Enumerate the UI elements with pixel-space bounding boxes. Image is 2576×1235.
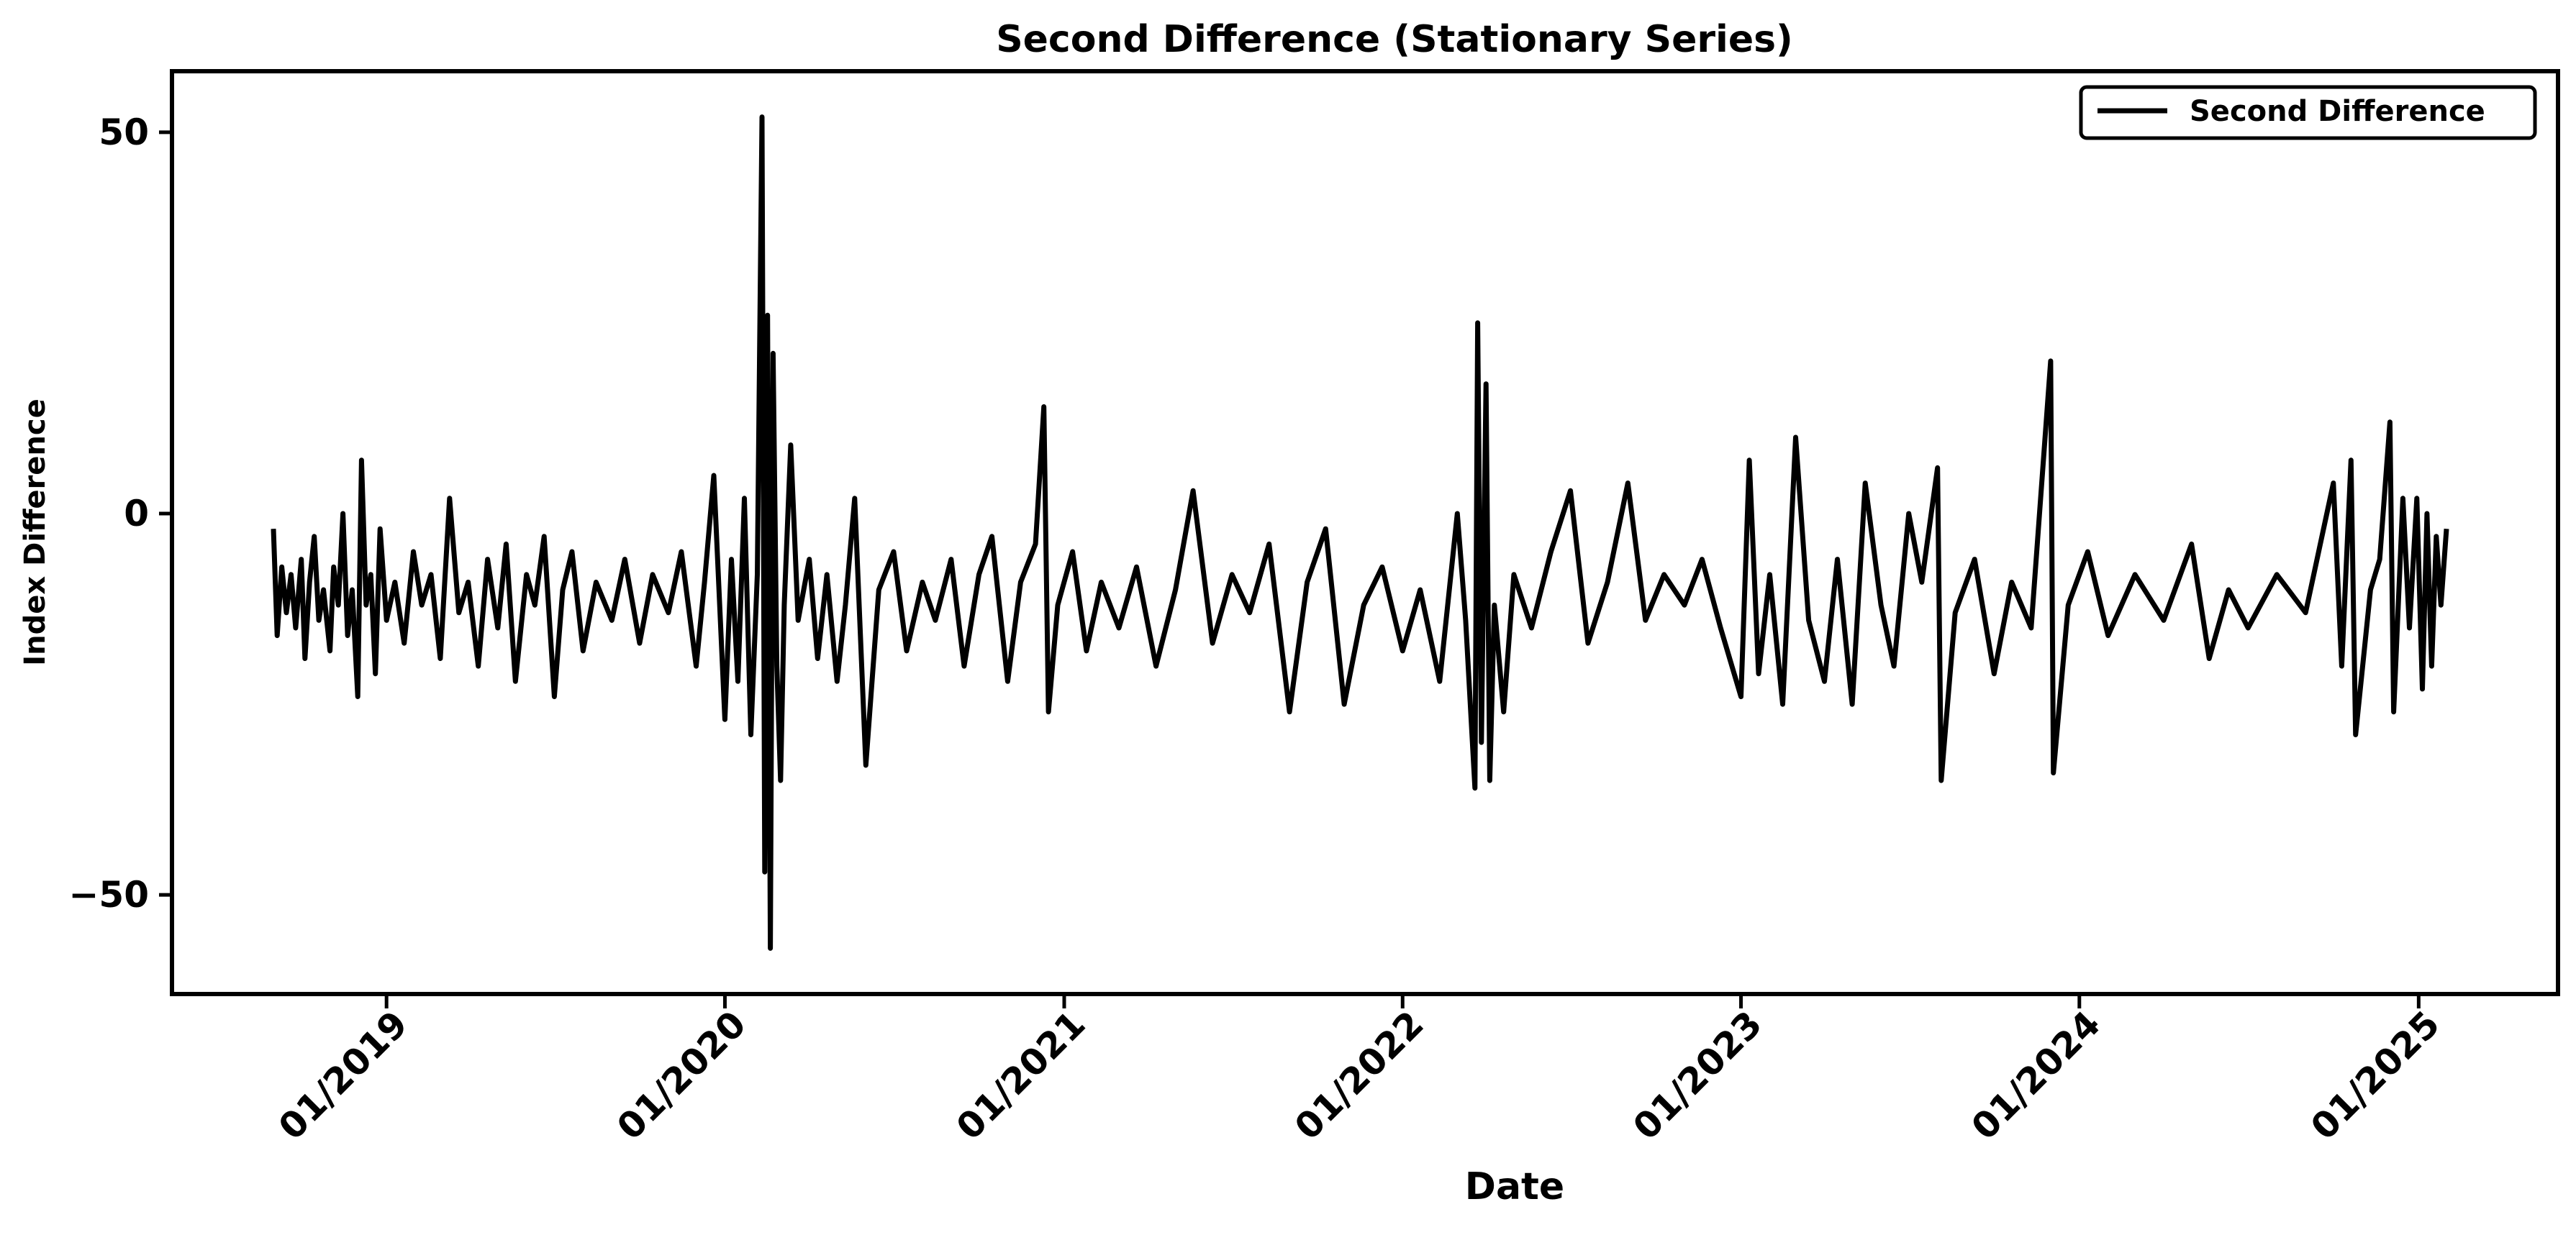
x-axis-ticks: 01/2019 01/2020 01/2021 01/2022 01/2023 01/20…: [271, 994, 2448, 1148]
series-line-second-difference: [271, 114, 2449, 951]
legend-box: [2079, 85, 2537, 140]
series-layer: [271, 114, 2449, 951]
x-axis-label: Date: [1465, 1165, 1564, 1208]
x-tick-label: 01/2021: [948, 1003, 1094, 1148]
legend-entry-second-difference: Second Difference: [2190, 95, 2485, 128]
chart-title: Second Difference (Stationary Series): [996, 18, 1793, 61]
plot-area-frame: [170, 69, 2560, 996]
y-tick-label: −50: [69, 874, 149, 916]
y-tick-label: 0: [124, 493, 149, 534]
x-tick-label: 01/2020: [609, 1003, 754, 1148]
x-tick-label: 01/2025: [2303, 1003, 2448, 1148]
legend: Second Difference: [2079, 85, 2537, 140]
x-tick-label: 01/2019: [271, 1003, 416, 1148]
y-tick-label: 50: [99, 111, 149, 153]
y-axis-label: Index Difference: [19, 398, 52, 665]
x-tick-label: 01/2023: [1625, 1003, 1770, 1148]
y-axis-ticks: 50 0 −50: [69, 111, 172, 916]
x-tick-label: 01/2022: [1287, 1003, 1432, 1148]
x-tick-label: 01/2024: [1964, 1003, 2109, 1148]
